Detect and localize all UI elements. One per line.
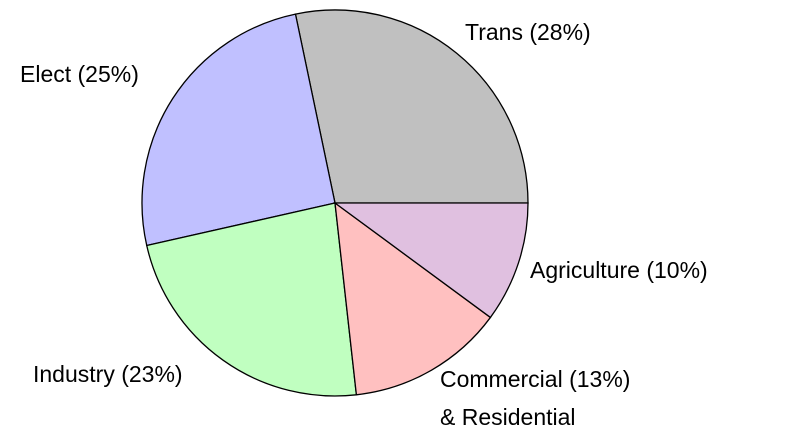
pie-slice [334, 201, 492, 396]
pie-slice [145, 202, 358, 397]
slice-label: & Residential [440, 404, 576, 430]
pie-slice [333, 202, 529, 319]
slice-label: Trans (28%) [465, 19, 591, 45]
slice-label: Commercial (13%) [440, 366, 630, 392]
slice-label: Industry (23%) [33, 361, 183, 387]
slice-label: Agriculture (10%) [530, 257, 708, 283]
pie-slice [141, 13, 336, 247]
pie-slice [294, 9, 529, 204]
slice-label: Elect (25%) [20, 61, 139, 87]
